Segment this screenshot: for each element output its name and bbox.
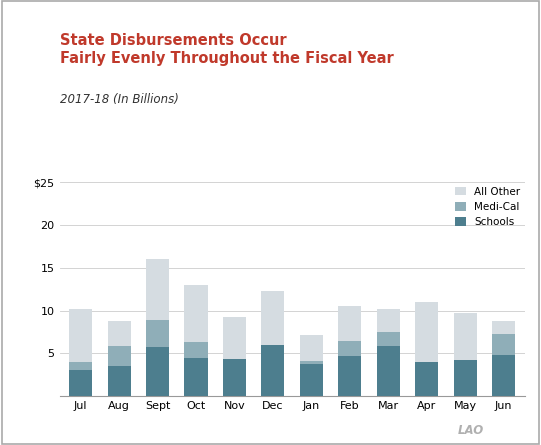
Bar xyxy=(377,309,400,332)
Bar xyxy=(415,362,438,396)
Bar xyxy=(415,302,438,362)
Text: 2017-18 (In Billions): 2017-18 (In Billions) xyxy=(60,93,179,106)
Bar xyxy=(146,259,169,320)
Bar xyxy=(261,291,285,345)
Bar xyxy=(146,320,169,348)
Bar xyxy=(69,362,92,370)
Bar xyxy=(69,370,92,396)
Bar xyxy=(454,313,477,360)
Bar xyxy=(492,355,515,396)
Text: State Disbursements Occur
Fairly Evenly Throughout the Fiscal Year: State Disbursements Occur Fairly Evenly … xyxy=(60,33,393,66)
Bar xyxy=(377,332,400,347)
Bar xyxy=(223,317,246,359)
Bar xyxy=(184,359,208,396)
Bar xyxy=(377,347,400,396)
Bar xyxy=(300,336,323,361)
Bar xyxy=(300,364,323,396)
Bar xyxy=(338,340,361,356)
Bar xyxy=(108,347,130,366)
Bar xyxy=(300,361,323,364)
Bar xyxy=(454,360,477,396)
Bar xyxy=(184,342,208,359)
Bar xyxy=(146,348,169,396)
Bar xyxy=(492,321,515,334)
Bar xyxy=(338,356,361,396)
Text: LAO: LAO xyxy=(458,424,484,437)
Bar xyxy=(69,309,92,362)
Text: Figure 1: Figure 1 xyxy=(14,9,69,22)
Legend: All Other, Medi-Cal, Schools: All Other, Medi-Cal, Schools xyxy=(451,182,525,231)
Bar xyxy=(338,306,361,340)
Bar xyxy=(184,285,208,342)
Bar xyxy=(261,345,285,396)
Bar xyxy=(108,366,130,396)
Bar xyxy=(223,359,246,396)
Bar xyxy=(108,321,130,347)
Bar xyxy=(492,334,515,355)
